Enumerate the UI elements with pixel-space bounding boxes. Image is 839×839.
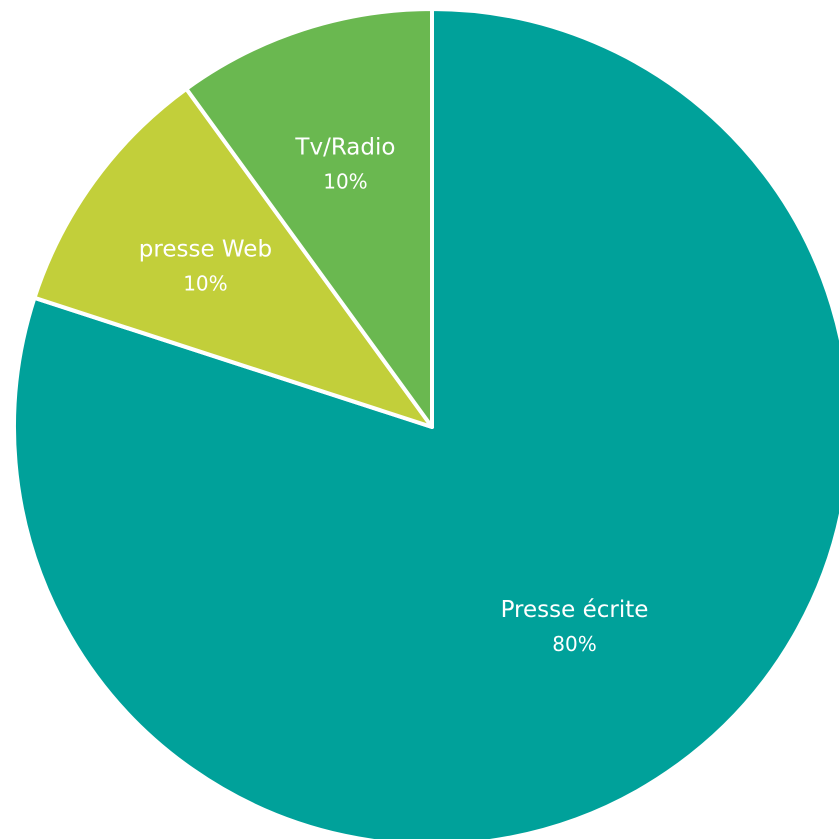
- slice-value: 10%: [323, 170, 367, 194]
- pie-slice-presse-crite: [12, 7, 839, 839]
- pie-slice-tv-radio: [184, 7, 434, 429]
- slice-value: 80%: [552, 632, 596, 656]
- pie-labels: Presse écrite 80% presse Web 10% Tv/Radio 10%: [139, 135, 649, 656]
- pie-slice-presse-web: [32, 86, 434, 429]
- slice-value: 10%: [183, 271, 227, 295]
- slice-label: presse Web: [139, 236, 272, 262]
- slice-label: Tv/Radio: [294, 135, 395, 161]
- pie-slices: [12, 7, 839, 839]
- slice-label: Presse écrite: [501, 597, 649, 623]
